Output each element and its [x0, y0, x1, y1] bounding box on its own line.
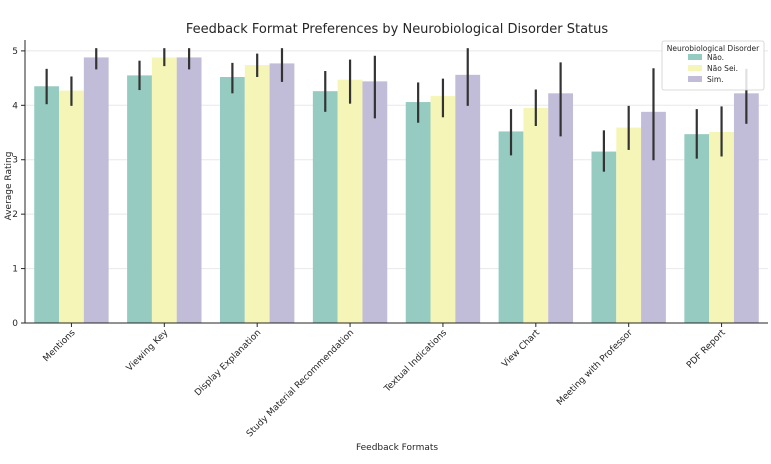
- bar: [269, 63, 295, 324]
- error-bars: [45, 48, 748, 172]
- y-tick-label: 1: [12, 265, 18, 275]
- bar: [151, 57, 177, 324]
- bars: [34, 57, 759, 324]
- legend-items: Não. Não Sei. Sim.: [688, 53, 738, 84]
- bar: [455, 74, 481, 323]
- legend-label: Sim.: [707, 75, 724, 84]
- x-tick-label: Display Explanation: [193, 328, 263, 398]
- bar: [244, 65, 270, 324]
- bar: [430, 96, 456, 323]
- bar: [362, 81, 388, 323]
- bar: [219, 77, 245, 323]
- x-axis-label: Feedback Formats: [356, 443, 438, 453]
- y-tick-label: 5: [12, 47, 18, 57]
- x-tick-label: Textual Indications: [382, 328, 449, 395]
- bar: [312, 91, 338, 324]
- x-tick-label: View Chart: [500, 328, 542, 370]
- y-tick-label: 0: [12, 319, 18, 329]
- legend-swatch: [688, 54, 702, 60]
- legend-swatch: [688, 65, 702, 71]
- bar: [59, 90, 84, 323]
- bar: [709, 131, 734, 323]
- legend-label: Não.: [707, 53, 724, 62]
- bar: [176, 57, 202, 324]
- bar: [684, 134, 710, 323]
- y-axis-label: Average Rating: [4, 152, 14, 221]
- legend-swatch: [688, 76, 702, 82]
- bar: [591, 151, 617, 323]
- x-tick-label: Meeting with Professor: [555, 328, 635, 408]
- bar: [83, 57, 109, 324]
- bar: [337, 79, 363, 323]
- bar: [733, 93, 759, 323]
- bar: [616, 127, 642, 323]
- legend-box: [661, 40, 765, 91]
- legend-title: Neurobiological Disorder: [667, 44, 760, 53]
- x-tick-label: Study Material Recommendation: [245, 328, 356, 439]
- x-tick-label: Viewing Key: [125, 328, 171, 374]
- chart-title: Feedback Format Preferences by Neurobiol…: [186, 22, 609, 37]
- bar: [405, 102, 431, 324]
- legend: Neurobiological Disorder Não. Não Sei. Sim…: [661, 40, 765, 91]
- y-tick-label: 2: [12, 210, 18, 220]
- y-tick-label: 3: [12, 156, 18, 166]
- bar: [34, 86, 60, 323]
- bar: [127, 75, 152, 323]
- x-tick-label: Mentions: [42, 328, 78, 364]
- bar: [498, 131, 524, 323]
- y-tick-label: 4: [12, 101, 18, 111]
- legend-label: Não Sei.: [707, 64, 738, 73]
- x-tick-label: PDF Report: [685, 328, 728, 371]
- bar: [523, 108, 549, 324]
